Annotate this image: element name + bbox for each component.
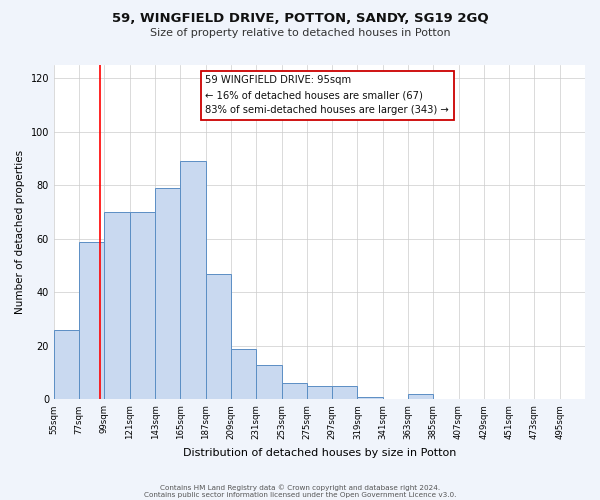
Bar — [332, 386, 358, 400]
Text: Size of property relative to detached houses in Potton: Size of property relative to detached ho… — [149, 28, 451, 38]
Bar — [104, 212, 130, 400]
Bar — [206, 274, 231, 400]
Bar — [408, 394, 433, 400]
Text: Contains HM Land Registry data © Crown copyright and database right 2024.: Contains HM Land Registry data © Crown c… — [160, 484, 440, 491]
Bar — [231, 348, 256, 400]
Bar — [54, 330, 79, 400]
Text: 59 WINGFIELD DRIVE: 95sqm
← 16% of detached houses are smaller (67)
83% of semi-: 59 WINGFIELD DRIVE: 95sqm ← 16% of detac… — [205, 75, 449, 116]
Text: Contains public sector information licensed under the Open Government Licence v3: Contains public sector information licen… — [144, 492, 456, 498]
Bar — [256, 364, 281, 400]
Bar — [358, 397, 383, 400]
X-axis label: Distribution of detached houses by size in Potton: Distribution of detached houses by size … — [183, 448, 456, 458]
Text: 59, WINGFIELD DRIVE, POTTON, SANDY, SG19 2GQ: 59, WINGFIELD DRIVE, POTTON, SANDY, SG19… — [112, 12, 488, 26]
Bar — [281, 384, 307, 400]
Bar — [307, 386, 332, 400]
Bar — [181, 162, 206, 400]
Y-axis label: Number of detached properties: Number of detached properties — [15, 150, 25, 314]
Bar — [130, 212, 155, 400]
Bar — [155, 188, 181, 400]
Bar — [79, 242, 104, 400]
